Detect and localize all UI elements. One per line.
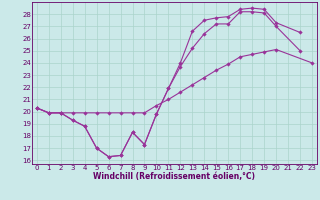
X-axis label: Windchill (Refroidissement éolien,°C): Windchill (Refroidissement éolien,°C) (93, 172, 255, 181)
